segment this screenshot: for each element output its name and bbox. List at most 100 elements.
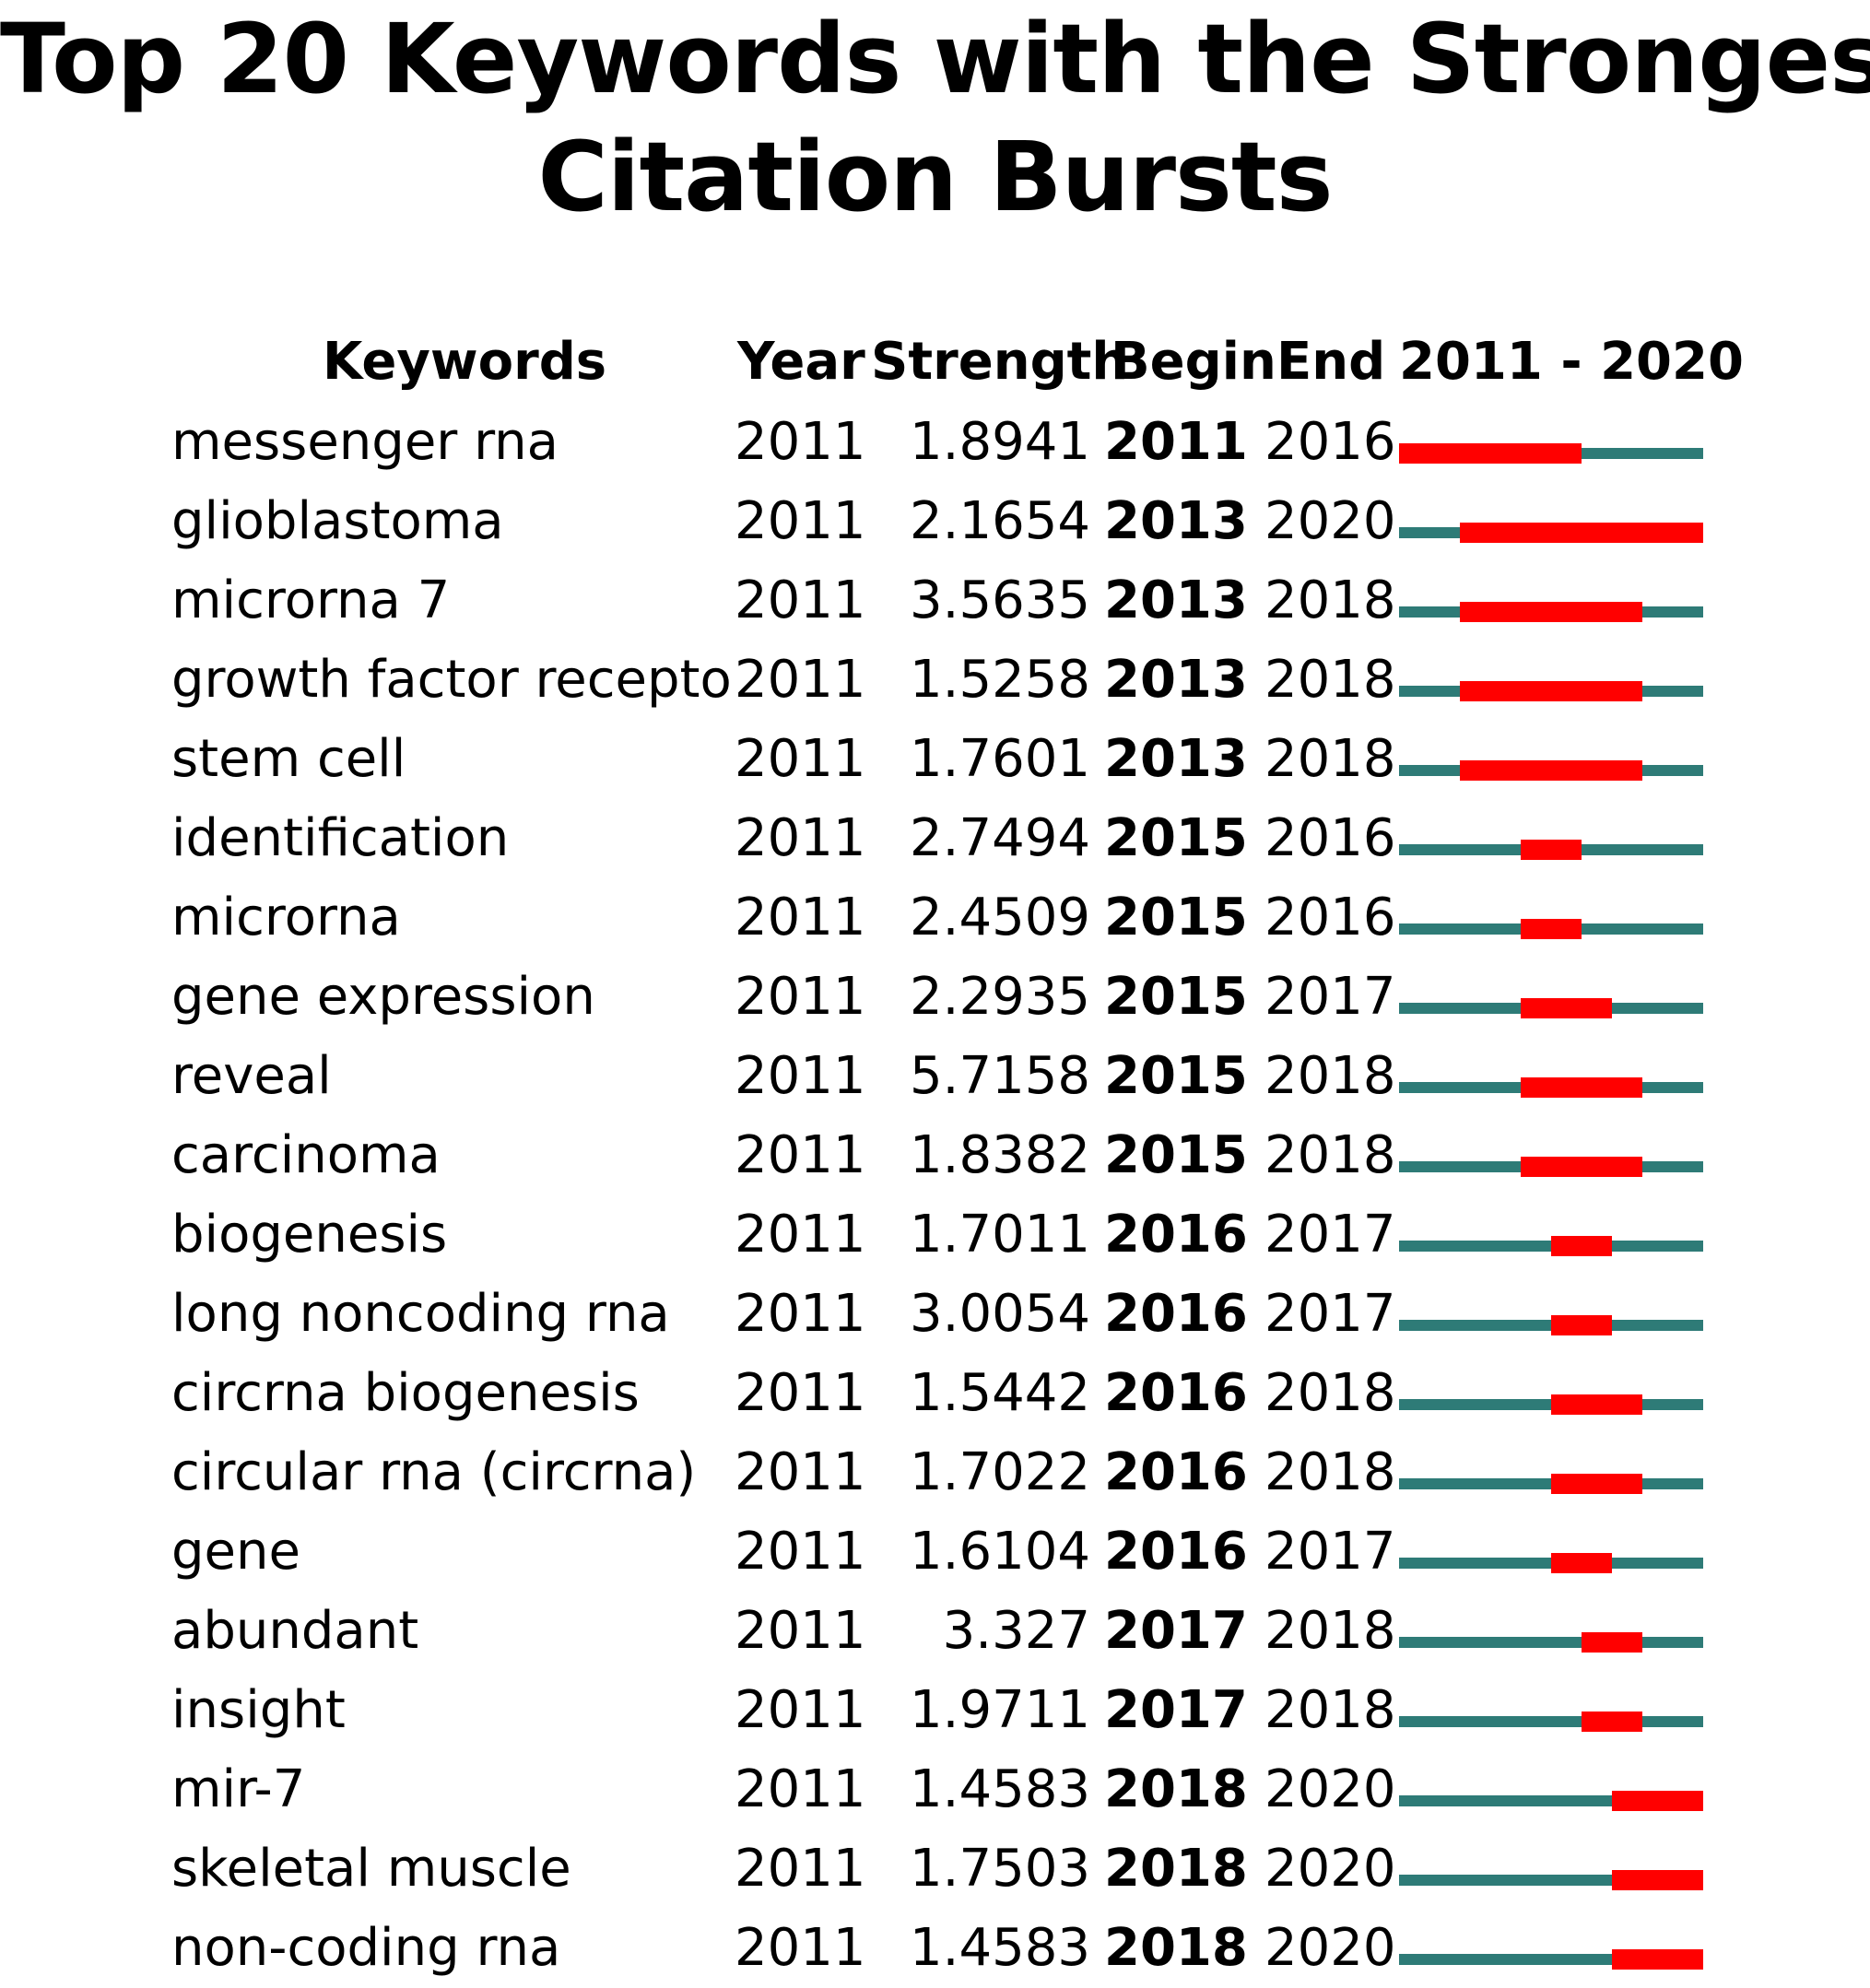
burst-timeline	[1399, 998, 1703, 1018]
year-cell: 2011	[735, 1918, 866, 1978]
burst-timeline	[1399, 1474, 1703, 1494]
keyword-cell: mir-7	[171, 1759, 306, 1819]
burst-timeline	[1399, 1949, 1703, 1970]
burst-bar	[1612, 1791, 1703, 1811]
burst-bar	[1582, 1632, 1642, 1653]
keyword-cell: growth factor receptor	[171, 650, 734, 710]
year-cell: 2011	[735, 1680, 866, 1740]
year-cell: 2011	[735, 1125, 866, 1185]
table-row: biogenesis 2011 1.7011 2016 2017	[0, 1195, 1870, 1275]
keyword-cell: gene	[171, 1522, 300, 1582]
year-cell: 2011	[735, 1759, 866, 1819]
year-cell: 2011	[735, 1601, 866, 1661]
strength-cell: 3.327	[942, 1601, 1090, 1661]
end-cell: 2018	[1264, 729, 1396, 789]
table-row: carcinoma 2011 1.8382 2015 2018	[0, 1116, 1870, 1195]
strength-cell: 1.5258	[910, 650, 1090, 710]
burst-timeline	[1399, 1315, 1703, 1335]
year-cell: 2011	[735, 1839, 866, 1899]
end-cell: 2018	[1264, 1442, 1396, 1502]
chart-title-line-1: Top 20 Keywords with the Strongest	[0, 3, 1870, 115]
burst-table: messenger rna 2011 1.8941 2011 2016 glioblast…	[0, 403, 1870, 1988]
keyword-cell: stem cell	[171, 729, 406, 789]
table-row: stem cell 2011 1.7601 2013 2018	[0, 720, 1870, 799]
table-row: gene 2011 1.6104 2016 2017	[0, 1512, 1870, 1592]
burst-timeline	[1399, 1553, 1703, 1573]
begin-cell: 2015	[1104, 967, 1248, 1027]
table-row: messenger rna 2011 1.8941 2011 2016	[0, 403, 1870, 482]
end-cell: 2018	[1264, 1125, 1396, 1185]
end-cell: 2018	[1264, 1680, 1396, 1740]
keyword-cell: messenger rna	[171, 412, 559, 472]
strength-cell: 3.5635	[910, 571, 1090, 630]
begin-cell: 2015	[1104, 1125, 1248, 1185]
header-strength: Strength	[871, 332, 1129, 392]
strength-cell: 3.0054	[910, 1284, 1090, 1344]
header-begin: Begin	[1111, 332, 1276, 392]
burst-bar	[1551, 1315, 1612, 1335]
end-cell: 2016	[1264, 888, 1396, 947]
begin-cell: 2015	[1104, 888, 1248, 947]
burst-timeline	[1399, 1632, 1703, 1653]
burst-timeline	[1399, 1157, 1703, 1177]
begin-cell: 2018	[1104, 1918, 1248, 1978]
header-year: Year	[737, 332, 865, 392]
burst-bar	[1460, 681, 1642, 701]
burst-bar	[1551, 1474, 1642, 1494]
table-row: mir-7 2011 1.4583 2018 2020	[0, 1750, 1870, 1829]
begin-cell: 2016	[1104, 1442, 1248, 1502]
keyword-cell: long noncoding rna	[171, 1284, 670, 1344]
burst-timeline	[1399, 1077, 1703, 1098]
strength-cell: 2.7494	[910, 808, 1090, 868]
keyword-cell: circrna biogenesis	[171, 1363, 640, 1423]
keyword-cell: non-coding rna	[171, 1918, 561, 1978]
burst-timeline	[1399, 523, 1703, 543]
chart-title-line-2: Citation Bursts	[537, 121, 1333, 233]
strength-cell: 1.4583	[910, 1759, 1090, 1819]
end-cell: 2016	[1264, 808, 1396, 868]
burst-bar	[1521, 1157, 1642, 1177]
strength-cell: 2.2935	[910, 967, 1090, 1027]
end-cell: 2017	[1264, 967, 1396, 1027]
keyword-cell: circular rna (circrna)	[171, 1442, 697, 1502]
begin-cell: 2011	[1104, 412, 1248, 472]
end-cell: 2020	[1264, 1918, 1396, 1978]
strength-cell: 1.8382	[910, 1125, 1090, 1185]
begin-cell: 2017	[1104, 1680, 1248, 1740]
keyword-cell: skeletal muscle	[171, 1839, 571, 1899]
burst-timeline	[1399, 602, 1703, 622]
year-cell: 2011	[735, 650, 866, 710]
keyword-cell: microrna 7	[171, 571, 451, 630]
burst-timeline	[1399, 1712, 1703, 1732]
burst-timeline	[1399, 840, 1703, 860]
table-row: reveal 2011 5.7158 2015 2018	[0, 1037, 1870, 1116]
end-cell: 2018	[1264, 571, 1396, 630]
table-row: microrna 2011 2.4509 2015 2016	[0, 878, 1870, 958]
begin-cell: 2015	[1104, 1046, 1248, 1106]
burst-bar	[1521, 919, 1582, 939]
table-row: growth factor receptor 2011 1.5258 2013 2018	[0, 641, 1870, 720]
table-row: abundant 2011 3.327 2017 2018	[0, 1592, 1870, 1671]
keyword-cell: biogenesis	[171, 1205, 448, 1265]
burst-timeline	[1399, 681, 1703, 701]
end-cell: 2017	[1264, 1205, 1396, 1265]
year-cell: 2011	[735, 412, 866, 472]
begin-cell: 2013	[1104, 491, 1248, 551]
year-cell: 2011	[735, 1284, 866, 1344]
begin-cell: 2018	[1104, 1839, 1248, 1899]
strength-cell: 5.7158	[910, 1046, 1090, 1106]
burst-bar	[1551, 1394, 1642, 1415]
timeline-baseline	[1399, 1637, 1703, 1648]
year-cell: 2011	[735, 491, 866, 551]
burst-bar	[1551, 1553, 1612, 1573]
burst-timeline	[1399, 919, 1703, 939]
begin-cell: 2016	[1104, 1522, 1248, 1582]
end-cell: 2020	[1264, 1759, 1396, 1819]
burst-bar	[1460, 523, 1703, 543]
end-cell: 2018	[1264, 1601, 1396, 1661]
keyword-cell: glioblastoma	[171, 491, 504, 551]
year-cell: 2011	[735, 1522, 866, 1582]
header-range: 2011 - 2020	[1399, 332, 1744, 392]
table-row: gene expression 2011 2.2935 2015 2017	[0, 958, 1870, 1037]
strength-cell: 1.5442	[910, 1363, 1090, 1423]
